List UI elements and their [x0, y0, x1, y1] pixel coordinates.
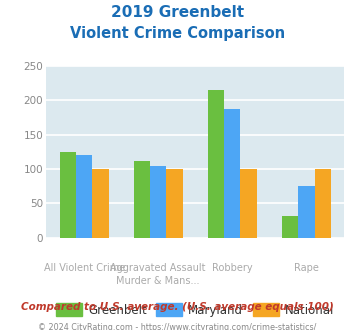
Bar	[92, 169, 109, 238]
Bar	[150, 166, 166, 238]
Bar	[282, 216, 298, 238]
Text: Murder & Mans...: Murder & Mans...	[116, 277, 200, 286]
Text: Rape: Rape	[294, 263, 319, 273]
Bar	[224, 109, 240, 238]
Text: 2019 Greenbelt: 2019 Greenbelt	[111, 5, 244, 20]
Bar	[134, 161, 150, 238]
Text: Violent Crime Comparison: Violent Crime Comparison	[70, 26, 285, 41]
Text: Aggravated Assault: Aggravated Assault	[110, 263, 206, 273]
Bar	[76, 154, 92, 238]
Text: Robbery: Robbery	[212, 263, 253, 273]
Text: Compared to U.S. average. (U.S. average equals 100): Compared to U.S. average. (U.S. average …	[21, 302, 334, 312]
Bar	[240, 169, 257, 238]
Text: All Violent Crime: All Violent Crime	[44, 263, 125, 273]
Bar	[315, 169, 331, 238]
Legend: Greenbelt, Maryland, National: Greenbelt, Maryland, National	[52, 298, 339, 321]
Text: © 2024 CityRating.com - https://www.cityrating.com/crime-statistics/: © 2024 CityRating.com - https://www.city…	[38, 323, 317, 330]
Bar	[298, 186, 315, 238]
Bar	[208, 90, 224, 238]
Bar	[166, 169, 183, 238]
Bar	[60, 152, 76, 238]
